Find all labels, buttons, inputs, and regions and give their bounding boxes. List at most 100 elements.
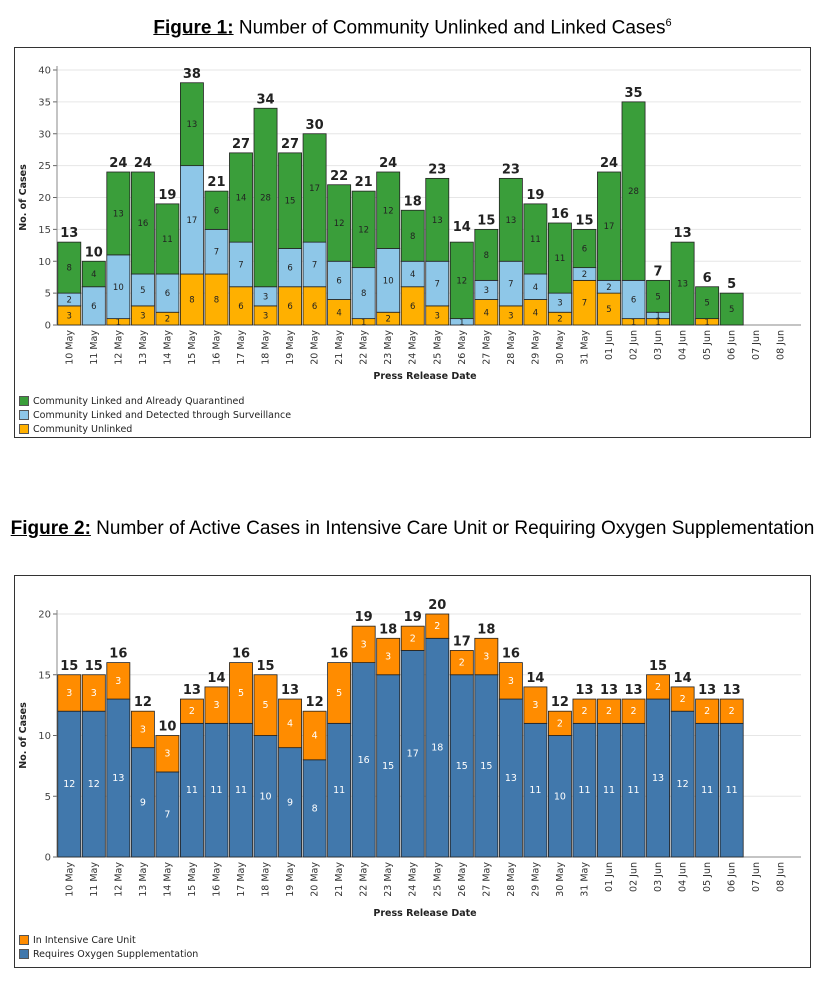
- x-tick-label: 13 May: [138, 330, 149, 365]
- total-label: 34: [256, 92, 274, 107]
- x-tick-label: 26 May: [457, 330, 468, 365]
- segment-label: 1: [459, 318, 464, 328]
- figure1-chart-svg: 0510152025303540328136410110132435162426…: [18, 66, 801, 382]
- legend-item: Community Unlinked: [19, 422, 291, 436]
- segment-label: 13: [652, 773, 664, 784]
- bar-segment: [670, 241, 695, 326]
- y-tick-label: 10: [38, 257, 51, 268]
- figure2-title: Figure 2: Number of Active Cases in Inte…: [0, 517, 825, 540]
- total-label: 20: [428, 598, 446, 613]
- total-label: 15: [575, 213, 593, 228]
- bar-segment: [229, 662, 253, 724]
- bar-segment: [646, 674, 670, 700]
- total-label: 19: [158, 188, 176, 203]
- x-tick-label: 28 May: [506, 330, 517, 365]
- segment-label: 8: [312, 803, 318, 814]
- x-tick-label: 01 Jun: [604, 330, 615, 360]
- segment-label: 12: [63, 779, 75, 790]
- total-label: 16: [232, 647, 250, 662]
- total-label: 27: [232, 137, 250, 152]
- segment-label: 12: [456, 276, 467, 286]
- total-label: 13: [183, 683, 201, 698]
- x-tick-label: 22 May: [359, 862, 370, 897]
- y-axis-title: No. of Cases: [18, 702, 29, 769]
- segment-label: 12: [358, 225, 369, 235]
- segment-label: 2: [459, 658, 465, 669]
- x-tick-label: 17 May: [236, 862, 247, 897]
- bar-segment: [572, 228, 597, 269]
- bar-segment: [229, 152, 253, 243]
- x-tick-label: 11 May: [89, 330, 100, 365]
- segment-label: 3: [263, 311, 268, 321]
- total-label: 30: [306, 118, 324, 133]
- legend-item: In Intensive Care Unit: [19, 933, 198, 947]
- total-label: 24: [379, 156, 397, 171]
- segment-label: 11: [235, 785, 247, 796]
- segment-label: 3: [484, 286, 489, 296]
- bar-segment: [695, 698, 720, 724]
- figure2-title-text: Number of Active Cases in Intensive Care…: [90, 518, 815, 539]
- segment-label: 12: [383, 206, 394, 216]
- segment-label: 2: [680, 694, 686, 705]
- x-tick-label: 21 May: [334, 862, 345, 897]
- bar-segment: [81, 674, 106, 712]
- segment-label: 4: [484, 308, 489, 318]
- legend-label: Requires Oxygen Supplementation: [33, 948, 199, 960]
- x-tick-label: 19 May: [285, 330, 296, 365]
- total-label: 21: [207, 175, 225, 190]
- segment-label: 10: [383, 276, 394, 286]
- y-tick-label: 20: [38, 610, 51, 621]
- total-label: 6: [703, 271, 712, 286]
- bar-segment: [351, 625, 376, 664]
- segment-label: 11: [627, 785, 639, 796]
- bar-segment: [57, 674, 82, 712]
- segment-label: 3: [385, 652, 391, 663]
- x-tick-label: 25 May: [432, 330, 443, 365]
- bar-segment: [130, 171, 155, 275]
- total-label: 12: [134, 695, 152, 710]
- x-tick-label: 23 May: [383, 330, 394, 365]
- bar-segment: [523, 686, 548, 724]
- segment-label: 28: [260, 194, 271, 204]
- bar-segment: [498, 177, 523, 262]
- legend-swatch: [19, 396, 29, 406]
- segment-label: 8: [214, 296, 219, 306]
- x-tick-label: 29 May: [530, 862, 541, 897]
- segment-label: 12: [334, 219, 345, 229]
- x-tick-label: 01 Jun: [604, 862, 615, 892]
- bar-segment: [474, 637, 499, 676]
- segment-label: 7: [164, 809, 170, 820]
- x-tick-label: 10 May: [64, 862, 75, 897]
- figure1-title: Figure 1: Number of Community Unlinked a…: [0, 12, 825, 39]
- segment-label: 14: [236, 194, 247, 204]
- segment-label: 6: [312, 302, 317, 312]
- segment-label: 13: [505, 216, 516, 226]
- x-tick-label: 08 Jun: [776, 330, 787, 360]
- x-tick-label: 25 May: [432, 862, 443, 897]
- segment-label: 11: [530, 235, 541, 245]
- x-tick-label: 02 Jun: [629, 862, 640, 892]
- segment-label: 11: [701, 785, 713, 796]
- total-label: 15: [85, 659, 103, 674]
- segment-label: 4: [312, 731, 318, 742]
- x-axis-title: Press Release Date: [373, 371, 476, 382]
- segment-label: 12: [88, 779, 100, 790]
- bar-segment: [523, 203, 548, 275]
- segment-label: 11: [603, 785, 615, 796]
- segment-label: 9: [287, 797, 293, 808]
- y-tick-label: 30: [38, 129, 51, 140]
- segment-label: 1: [631, 318, 636, 328]
- total-label: 13: [281, 683, 299, 698]
- bar-segment: [155, 735, 180, 773]
- segment-label: 8: [189, 296, 194, 306]
- segment-label: 6: [91, 302, 96, 312]
- total-label: 16: [109, 647, 127, 662]
- bar-segment: [646, 279, 670, 313]
- segment-label: 1: [361, 318, 366, 328]
- segment-label: 15: [285, 197, 296, 207]
- segment-label: 6: [287, 264, 292, 274]
- x-tick-label: 31 May: [579, 862, 590, 897]
- segment-label: 7: [435, 280, 440, 290]
- figure1-chart-panel: 0 5 10 15 20 25 30 35 40 3 2 8 13 6 4 10 1 10 13 24 3 5 16 24 2 6…: [14, 47, 811, 438]
- y-tick-label: 25: [38, 161, 51, 172]
